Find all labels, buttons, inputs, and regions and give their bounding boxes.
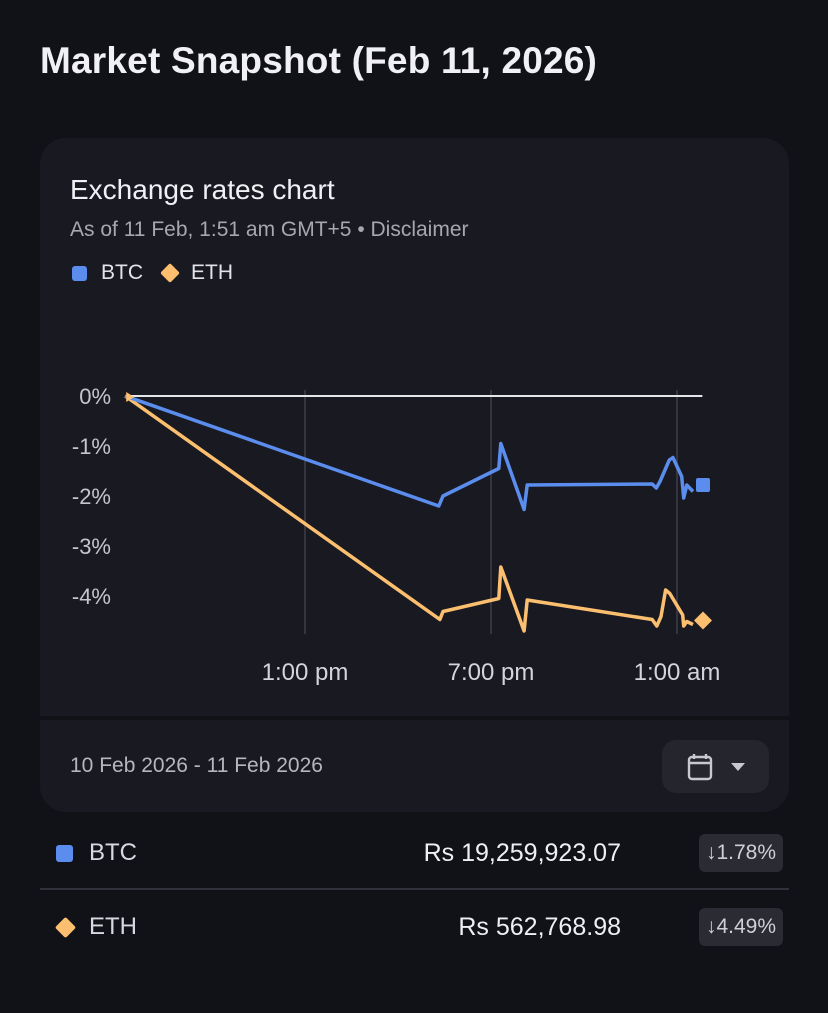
- y-tick-label: -2%: [72, 484, 111, 509]
- legend-label-btc: BTC: [101, 261, 143, 284]
- eth-change-badge: ↓4.49%: [698, 908, 783, 946]
- btc-series-line: [124, 394, 695, 512]
- card-divider: [40, 716, 789, 720]
- exchange-rates-chart: 0% -1% -2% -3% -4% 1:00 pm 7:00 pm 1:00 am: [72, 384, 721, 686]
- y-tick-label: -1%: [72, 434, 111, 459]
- legend-label-eth: ETH: [191, 261, 233, 284]
- calendar-icon: [687, 753, 712, 780]
- eth-end-marker: [694, 611, 712, 630]
- eth-price: Rs 562,768.98: [458, 912, 621, 941]
- btc-square-icon: [56, 844, 73, 862]
- date-picker-button[interactable]: [662, 740, 769, 793]
- eth-start-marker: [126, 392, 135, 402]
- eth-legend-diamond-icon: [160, 263, 180, 283]
- btc-change-badge: ↓1.78%: [698, 834, 783, 872]
- chart-legend: BTC ETH: [72, 261, 253, 285]
- x-tick-label: 7:00 pm: [448, 659, 535, 686]
- x-tick-label: 1:00 pm: [262, 659, 349, 686]
- x-tick-label: 1:00 am: [634, 659, 721, 686]
- btc-price: Rs 19,259,923.07: [423, 838, 621, 867]
- page-title: Market Snapshot (Feb 11, 2026): [40, 40, 598, 81]
- eth-diamond-icon: [54, 916, 77, 938]
- eth-row[interactable]: ETH Rs 562,768.98 ↓4.49%: [40, 890, 789, 964]
- chart-subtitle: As of 11 Feb, 1:51 am GMT+5 • Disclaimer: [70, 218, 469, 241]
- chart-title: Exchange rates chart: [70, 174, 335, 205]
- eth-series-line: [124, 394, 694, 633]
- y-tick-label: -3%: [72, 534, 111, 559]
- y-tick-label: -4%: [72, 584, 111, 609]
- row-divider: [40, 888, 789, 890]
- y-tick-label: 0%: [79, 384, 111, 409]
- date-range: 10 Feb 2026 - 11 Feb 2026: [70, 754, 323, 777]
- btc-legend-square-icon: [72, 265, 87, 281]
- eth-symbol: ETH: [89, 913, 137, 940]
- btc-row[interactable]: BTC Rs 19,259,923.07 ↓1.78%: [40, 816, 789, 890]
- btc-symbol: BTC: [89, 839, 137, 866]
- btc-end-marker: [696, 478, 710, 492]
- caret-down-icon: [730, 762, 745, 771]
